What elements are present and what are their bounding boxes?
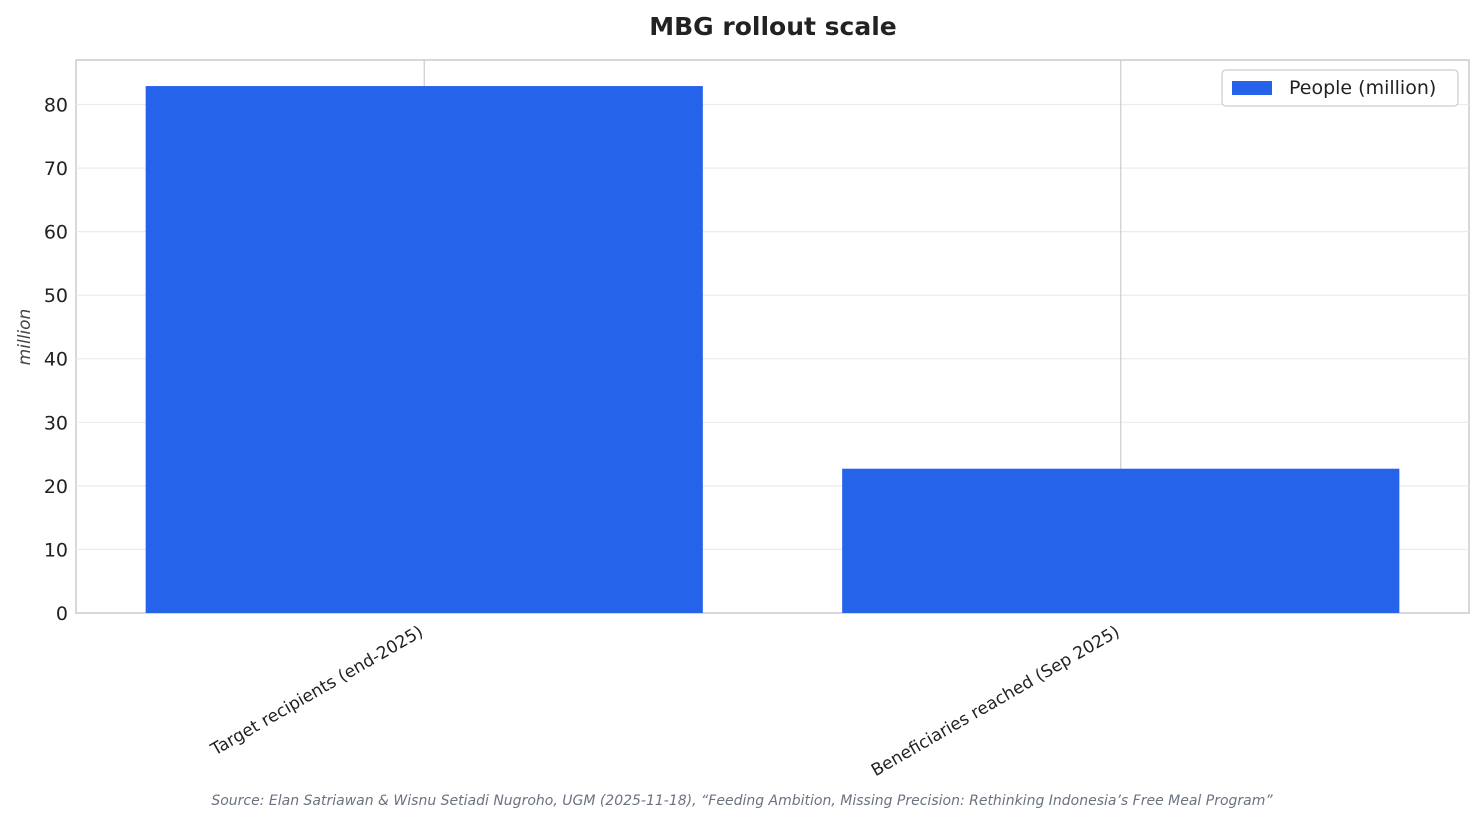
- legend-box: [1221, 69, 1459, 107]
- legend-swatch: [1232, 81, 1272, 95]
- y-tick-label: 50: [44, 285, 68, 307]
- y-axis-ticks: 0 10 20 30 40 50 60 70 80: [44, 94, 68, 625]
- bars: [145, 86, 1400, 614]
- y-tick-label: 70: [44, 158, 68, 180]
- x-tick-label: Target recipients (end-2025): [207, 622, 427, 761]
- x-axis-ticks: Target recipients (end-2025) Beneficiarie…: [207, 622, 1124, 781]
- y-tick-label: 20: [44, 476, 68, 498]
- y-tick-label: 0: [56, 603, 68, 625]
- legend-label: People (million): [1289, 77, 1436, 99]
- y-tick-label: 60: [44, 222, 68, 244]
- chart-title: MBG rollout scale: [649, 12, 897, 41]
- bar: [145, 86, 703, 614]
- y-tick-label: 80: [44, 94, 68, 116]
- bar: [842, 468, 1400, 613]
- y-tick-label: 10: [44, 539, 68, 561]
- x-tick-label: Beneficiaries reached (Sep 2025): [868, 622, 1123, 781]
- y-tick-label: 30: [44, 412, 68, 434]
- legend: People (million): [1221, 69, 1459, 107]
- y-axis-label: million: [15, 309, 35, 366]
- y-tick-label: 40: [44, 349, 68, 371]
- source-note: Source: Elan Satriawan & Wisnu Setiadi N…: [211, 793, 1273, 809]
